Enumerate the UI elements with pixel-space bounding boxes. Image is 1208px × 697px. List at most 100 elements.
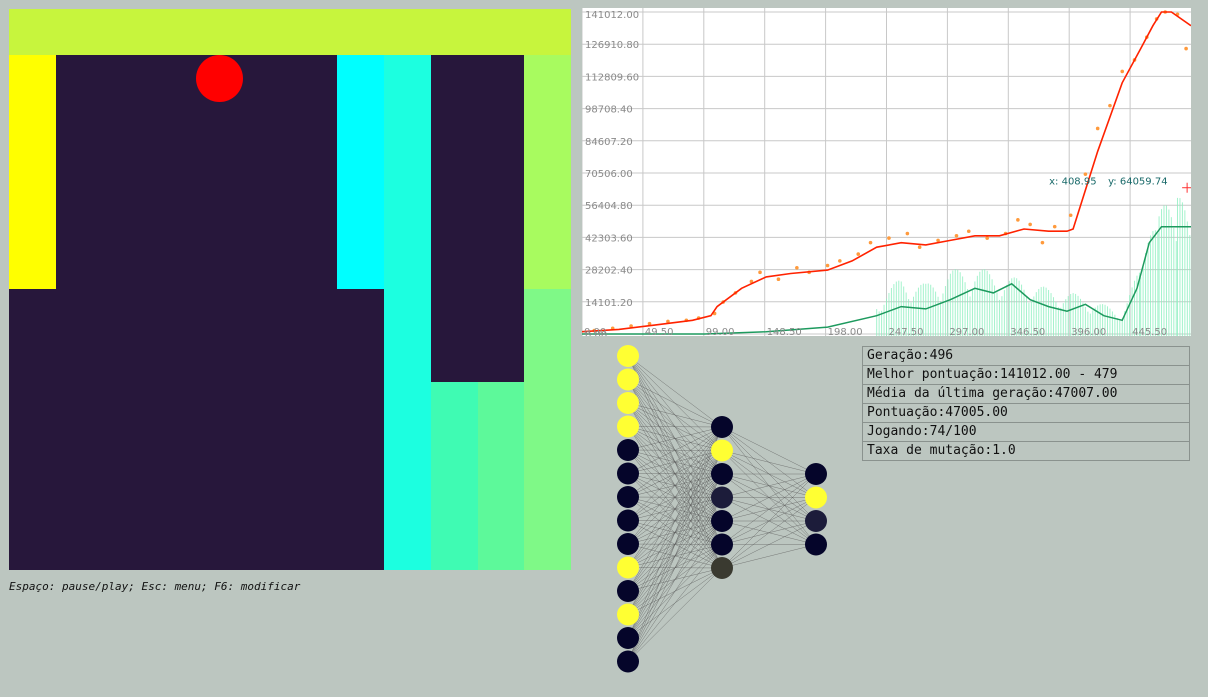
cursor-y-label: y: 64059.74	[1108, 177, 1167, 188]
network-edge	[627, 426, 723, 451]
neuron-layer-1	[711, 463, 733, 485]
network-edge	[721, 473, 817, 498]
y-tick-label: 141012.00	[585, 10, 639, 21]
network-edge	[627, 426, 723, 615]
x-tick-label: 346.50	[1010, 327, 1045, 336]
y-tick-label: 98708.40	[585, 105, 633, 116]
average-line	[582, 225, 1191, 335]
scatter-point	[838, 259, 842, 263]
scatter-point	[1052, 224, 1057, 229]
scatter-point	[887, 236, 891, 240]
dark-pocket	[431, 55, 524, 382]
aqua-column	[384, 55, 431, 570]
stats-table: Geração:496 Melhor pontuação:141012.00 -…	[862, 346, 1190, 461]
network-edge	[627, 426, 723, 521]
mint-block	[478, 382, 524, 570]
stat-playing: Jogando:74/100	[862, 422, 1190, 442]
network-edge	[627, 355, 723, 428]
network-edge	[721, 473, 817, 545]
stat-last-generation-average: Média da última geração:47007.00	[862, 384, 1190, 404]
help-text: Espaço: pause/play; Esc: menu; F6: modif…	[9, 580, 301, 593]
x-tick-label: 148.50	[767, 327, 802, 336]
neuron-layer-0	[617, 368, 639, 391]
neuron-layer-0	[617, 392, 639, 414]
neuron-layer-0	[617, 533, 639, 555]
scatter-point	[1108, 103, 1112, 108]
y-tick-label: 56404.80	[585, 201, 633, 212]
neuron-layer-1	[711, 533, 733, 556]
neuron-layer-2	[805, 510, 827, 532]
scatter-point	[1028, 222, 1032, 227]
x-tick-label: 247.50	[889, 327, 924, 336]
cyan-block	[337, 55, 384, 289]
scatter-point	[1068, 213, 1073, 218]
scatter-point	[1120, 69, 1125, 74]
neuron-layer-2	[805, 463, 827, 485]
y-tick-label: 28202.40	[585, 266, 633, 277]
neuron-layer-1	[711, 510, 733, 532]
network-edge	[627, 497, 723, 662]
network-edge	[721, 497, 817, 569]
y-tick-label: 0.00	[585, 330, 607, 336]
y-tick-label: 126910.80	[585, 40, 639, 51]
neuron-layer-1	[711, 486, 733, 509]
neuron-layer-0	[617, 556, 639, 579]
scatter-point	[954, 234, 959, 238]
score-chart: 0.00 14101.20 28202.40 42303.60 56404.80 7050…	[582, 8, 1191, 336]
scatter-point	[1083, 172, 1088, 176]
scatter-point	[966, 229, 971, 234]
neuron-layer-0	[617, 603, 639, 626]
network-edge	[627, 473, 723, 662]
neuron-layer-2	[805, 533, 827, 556]
neuron-layer-2	[805, 486, 827, 509]
x-tick-label: 198.00	[828, 327, 863, 336]
dark-area-top	[56, 55, 337, 289]
scatter-point	[1040, 240, 1045, 245]
stat-mutation-rate: Taxa de mutação:1.0	[862, 441, 1190, 461]
network-edge	[627, 379, 723, 428]
network-edge	[721, 426, 817, 475]
cursor-x-label: x: 408.95	[1049, 177, 1096, 188]
network-edge	[627, 520, 723, 662]
network-edge	[627, 567, 723, 662]
x-tick-label: 0.00	[584, 327, 606, 336]
network-edge	[627, 450, 723, 662]
neuron-layer-0	[617, 509, 639, 532]
stat-generation: Geração:496	[862, 346, 1190, 366]
stat-score: Pontuação:47005.00	[862, 403, 1190, 423]
scatter-point	[758, 270, 762, 275]
right-wall	[524, 55, 571, 289]
x-tick-label: 396.00	[1071, 327, 1106, 336]
network-edge	[627, 544, 723, 662]
neuron-layer-1	[711, 557, 733, 579]
scatter-point	[936, 238, 940, 243]
scatter-point	[629, 324, 633, 328]
teal-block	[431, 382, 478, 570]
network-edge	[721, 520, 817, 569]
network-edge	[627, 426, 723, 474]
scatter-point	[1095, 126, 1100, 131]
neuron-layer-0	[617, 439, 639, 461]
x-tick-label: 99.00	[706, 327, 735, 336]
network-edge	[627, 426, 723, 592]
neural-network	[617, 345, 827, 673]
x-tick-label: 49.50	[645, 327, 674, 336]
scatter-point	[825, 263, 830, 268]
neuron-layer-1	[711, 439, 733, 462]
y-tick-label: 84607.20	[585, 137, 633, 148]
network-edge	[627, 426, 723, 498]
neuron-layer-0	[617, 627, 639, 649]
network-edge	[627, 402, 723, 428]
dark-area-bottom	[9, 289, 384, 570]
network-edge	[721, 473, 817, 522]
network-edge	[627, 426, 723, 662]
scatter-point	[666, 319, 670, 324]
network-edge	[627, 426, 723, 639]
neuron-layer-1	[711, 416, 733, 438]
stat-best-score: Melhor pontuação:141012.00 - 479	[862, 365, 1190, 385]
left-wall	[9, 55, 56, 289]
scatter-point	[1016, 218, 1020, 222]
network-edge	[721, 544, 817, 569]
scatter-point	[917, 245, 922, 250]
network-edge	[721, 450, 817, 475]
